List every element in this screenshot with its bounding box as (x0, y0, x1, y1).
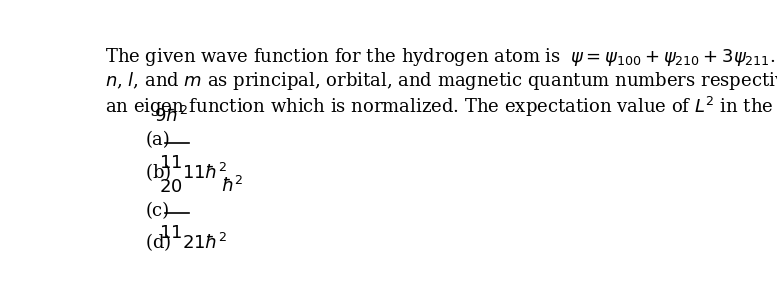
Text: $9\hbar^2$: $9\hbar^2$ (154, 106, 188, 126)
Text: (b)  $11\hbar^2$: (b) $11\hbar^2$ (145, 160, 228, 183)
Text: (c): (c) (145, 201, 169, 220)
Text: $11$: $11$ (159, 154, 183, 172)
Text: $n$, $l$, and $m$ as principal, orbital, and magnetic quantum numbers respective: $n$, $l$, and $m$ as principal, orbital,… (105, 70, 777, 93)
Text: (d)  $21\hbar^2$: (d) $21\hbar^2$ (145, 230, 228, 253)
Text: $\hbar^2$: $\hbar^2$ (221, 176, 244, 196)
Text: The given wave function for the hydrogen atom is $\;\psi = \psi_{100}+\psi_{210}: The given wave function for the hydrogen… (105, 46, 777, 68)
Text: $20$: $20$ (159, 178, 183, 196)
Text: (a): (a) (145, 131, 170, 150)
Text: $11$: $11$ (159, 225, 183, 242)
Text: an eigen function which is normalized. The expectation value of $L^2$ in the sta: an eigen function which is normalized. T… (105, 95, 777, 119)
